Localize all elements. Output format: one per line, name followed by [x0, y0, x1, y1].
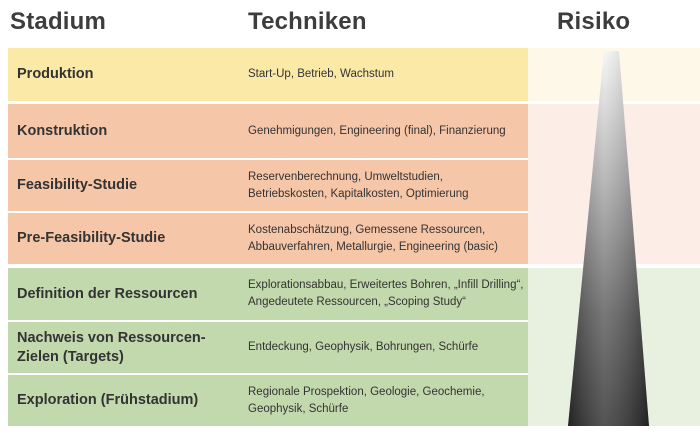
techniques-text: Kostenabschätzung, Gemessene Ressourcen,…: [248, 223, 498, 253]
header-risiko: Risiko: [557, 8, 631, 35]
header-techniken: Techniken: [248, 8, 367, 35]
row-nachweis-targets: Nachweis von Ressourcen-Zielen (Targets)…: [8, 322, 528, 373]
stage-label: Nachweis von Ressourcen-Zielen (Targets): [17, 329, 206, 365]
row-pre-feasibility: Pre-Feasibility-Studie Kostenabschätzung…: [8, 213, 528, 264]
row-konstruktion: Konstruktion Genehmigungen, Engineering …: [8, 104, 528, 158]
techniques-text: Start-Up, Betrieb, Wachstum: [248, 68, 394, 80]
techniques-text: Genehmigungen, Engineering (final), Fina…: [248, 124, 506, 137]
techniques-text: Explorationsabbau, Erweitertes Bohren, „…: [248, 279, 524, 308]
stage-label: Produktion: [17, 66, 94, 82]
risk-wedge: [568, 51, 649, 426]
stage-label: Konstruktion: [17, 122, 108, 139]
row-exploration: Exploration (Frühstadium) Regionale Pros…: [8, 375, 528, 426]
row-definition-ressourcen: Definition der Ressourcen Explorationsab…: [8, 268, 528, 320]
stage-label: Definition der Ressourcen: [17, 285, 198, 302]
stage-label: Feasibility-Studie: [17, 177, 138, 193]
techniques-text: Reservenberechnung, Umweltstudien, Betri…: [248, 170, 469, 200]
techniques-text: Entdeckung, Geophysik, Bohrungen, Schürf…: [248, 341, 479, 353]
row-produktion: Produktion Start-Up, Betrieb, Wachstum: [8, 48, 528, 101]
stage-label: Exploration (Frühstadium): [17, 392, 199, 408]
stage-label: Pre-Feasibility-Studie: [17, 230, 166, 246]
header-stadium: Stadium: [10, 8, 107, 35]
techniques-text: Regionale Prospektion, Geologie, Geochem…: [248, 385, 485, 415]
row-feasibility: Feasibility-Studie Reservenberechnung, U…: [8, 160, 528, 211]
